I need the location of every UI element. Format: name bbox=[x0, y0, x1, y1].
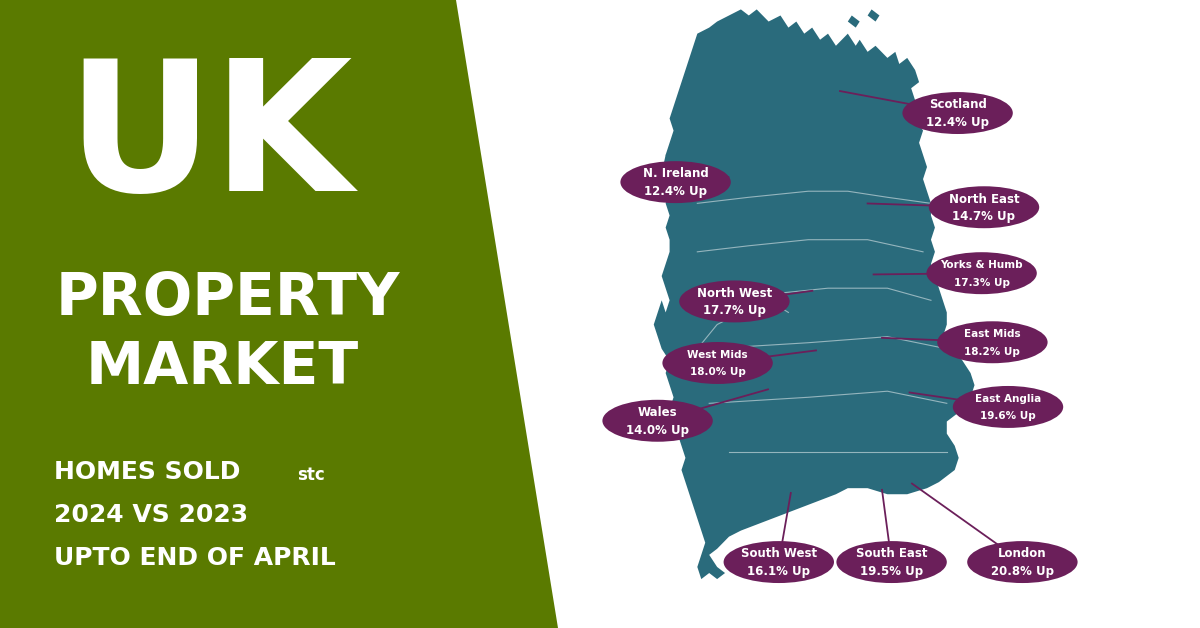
Polygon shape bbox=[868, 9, 880, 21]
Text: MARKET: MARKET bbox=[85, 339, 359, 396]
Polygon shape bbox=[780, 28, 792, 40]
Ellipse shape bbox=[902, 92, 1013, 134]
Text: North West: North West bbox=[697, 287, 772, 300]
Text: N. Ireland: N. Ireland bbox=[643, 168, 708, 180]
Text: 16.1% Up: 16.1% Up bbox=[748, 565, 810, 578]
Text: 20.8% Up: 20.8% Up bbox=[991, 565, 1054, 578]
Text: UK: UK bbox=[67, 53, 353, 229]
Ellipse shape bbox=[967, 541, 1078, 583]
Ellipse shape bbox=[953, 386, 1063, 428]
Ellipse shape bbox=[926, 252, 1037, 294]
Ellipse shape bbox=[929, 187, 1039, 228]
Polygon shape bbox=[661, 149, 694, 185]
Text: 18.2% Up: 18.2% Up bbox=[965, 347, 1020, 357]
Ellipse shape bbox=[724, 541, 834, 583]
Text: stc: stc bbox=[298, 466, 325, 484]
Text: 17.7% Up: 17.7% Up bbox=[703, 305, 766, 317]
Text: UPTO END OF APRIL: UPTO END OF APRIL bbox=[54, 546, 336, 570]
Text: 17.3% Up: 17.3% Up bbox=[954, 278, 1009, 288]
Text: PROPERTY: PROPERTY bbox=[56, 270, 400, 327]
Text: 12.4% Up: 12.4% Up bbox=[644, 185, 707, 198]
Polygon shape bbox=[0, 0, 558, 628]
Text: West Mids: West Mids bbox=[688, 350, 748, 360]
Text: East Mids: East Mids bbox=[964, 329, 1021, 339]
Text: 19.6% Up: 19.6% Up bbox=[980, 411, 1036, 421]
Polygon shape bbox=[848, 16, 859, 28]
Ellipse shape bbox=[620, 161, 731, 203]
Text: 2024 VS 2023: 2024 VS 2023 bbox=[54, 503, 248, 527]
Text: Scotland: Scotland bbox=[929, 99, 986, 111]
Text: 18.0% Up: 18.0% Up bbox=[690, 367, 745, 377]
Ellipse shape bbox=[937, 322, 1048, 363]
Text: 19.5% Up: 19.5% Up bbox=[860, 565, 923, 578]
Text: 12.4% Up: 12.4% Up bbox=[926, 116, 989, 129]
Ellipse shape bbox=[836, 541, 947, 583]
Text: Wales: Wales bbox=[637, 406, 678, 419]
Text: North East: North East bbox=[949, 193, 1019, 205]
Text: South East: South East bbox=[856, 548, 928, 560]
Text: 14.7% Up: 14.7% Up bbox=[953, 210, 1015, 223]
Text: South West: South West bbox=[740, 548, 817, 560]
Text: East Anglia: East Anglia bbox=[974, 394, 1042, 404]
Text: 14.0% Up: 14.0% Up bbox=[626, 424, 689, 436]
Text: HOMES SOLD: HOMES SOLD bbox=[54, 460, 240, 484]
Ellipse shape bbox=[602, 400, 713, 441]
Ellipse shape bbox=[662, 342, 773, 384]
Polygon shape bbox=[654, 9, 974, 579]
Text: London: London bbox=[998, 548, 1046, 560]
Text: Yorks & Humb: Yorks & Humb bbox=[941, 260, 1022, 270]
Ellipse shape bbox=[679, 281, 790, 322]
